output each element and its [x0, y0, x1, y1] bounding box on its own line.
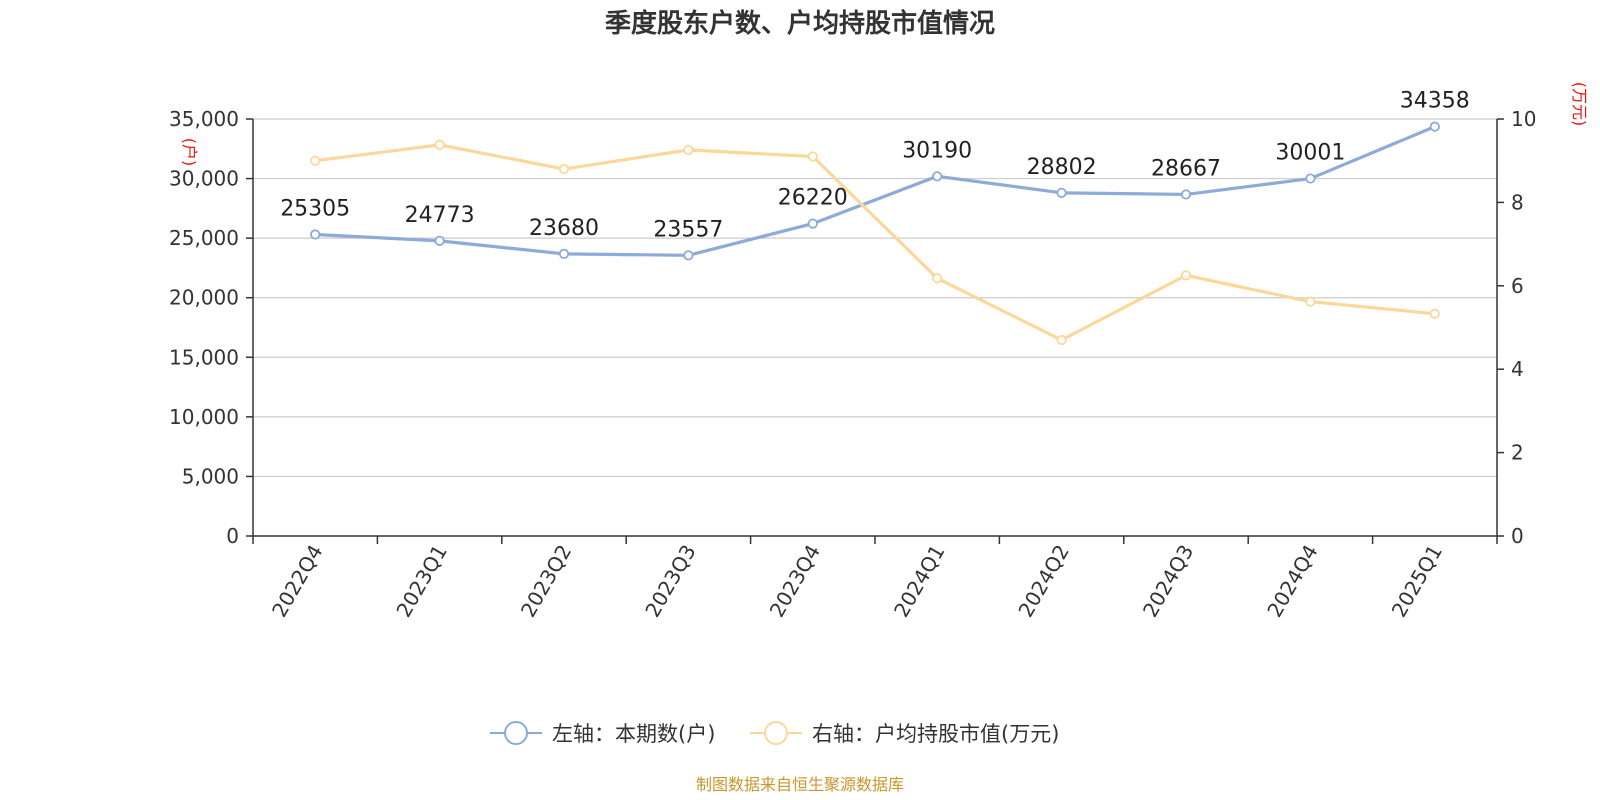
y-right-tick-label: 6 — [1511, 274, 1524, 298]
data-label: 23680 — [529, 216, 599, 241]
data-label: 26220 — [778, 186, 848, 211]
series-1-point — [1180, 270, 1192, 281]
legend-marker-0 — [504, 721, 528, 745]
series-1-point — [1305, 296, 1316, 307]
data-label: 28667 — [1151, 156, 1221, 181]
x-tick-label: 2024Q3 — [1138, 541, 1198, 622]
y-left-tick-label: 30,000 — [169, 167, 239, 191]
x-tick-label: 2024Q4 — [1262, 541, 1322, 622]
y-right-tick-label: 0 — [1511, 524, 1524, 548]
series-1-point — [558, 163, 570, 175]
source-note: 制图数据来自恒生聚源数据库 — [696, 775, 904, 794]
legend-label-0: 左轴：本期数(户) — [552, 722, 715, 746]
series-1-point — [434, 139, 445, 150]
x-tick-label: 2024Q2 — [1013, 541, 1073, 622]
series-1-point — [932, 273, 943, 284]
data-label: 30190 — [902, 138, 972, 163]
series-line-0 — [315, 125, 1436, 257]
series-0-point — [683, 250, 694, 261]
axes: 0 5,000 10,000 15,000 20,000 25,000 30,000 35,0… — [169, 82, 1589, 621]
series-1-point — [683, 144, 694, 155]
series-0-point — [1056, 187, 1067, 198]
y-right-unit: (万元) — [1570, 82, 1589, 127]
y-right-tick-label: 8 — [1511, 190, 1524, 214]
data-label: 25305 — [280, 197, 350, 222]
y-left-tick-label: 20,000 — [169, 286, 239, 310]
series-0-point — [558, 248, 570, 259]
y-left-unit: (户) — [180, 138, 199, 167]
y-left-tick-label: 5,000 — [182, 464, 239, 488]
grid — [253, 118, 1497, 478]
legend-label-1: 右轴：户均持股市值(万元) — [812, 722, 1059, 746]
data-label: 30001 — [1275, 141, 1345, 166]
series-0-point — [932, 171, 943, 182]
chart-title: 季度股东户数、户均持股市值情况 — [605, 8, 995, 39]
series-0-point — [807, 218, 818, 229]
y-left-tick-label: 10,000 — [169, 405, 239, 429]
series-1-point — [1056, 334, 1067, 346]
series-0-point — [310, 229, 321, 240]
data-label: 23557 — [653, 217, 723, 242]
series-1-point — [1429, 308, 1440, 319]
x-tick-label: 2023Q2 — [516, 541, 576, 622]
series: 25305 24773 23680 23557 26220 30190 28802 28667… — [280, 89, 1470, 346]
x-tick-label: 2023Q1 — [391, 541, 451, 622]
series-0-point — [1429, 121, 1440, 132]
y-right-tick-label: 2 — [1511, 441, 1524, 465]
x-tick-label: 2023Q4 — [765, 541, 825, 622]
data-label: 24773 — [405, 203, 475, 228]
y-left-tick-label: 25,000 — [169, 226, 239, 250]
series-1-point — [807, 151, 818, 162]
y-left-tick-label: 0 — [226, 524, 239, 548]
series-0-point — [1180, 189, 1192, 200]
x-tick-label: 2025Q1 — [1387, 541, 1447, 622]
y-left-tick-label: 35,000 — [169, 107, 239, 131]
x-tick-label: 2023Q3 — [640, 541, 700, 622]
legend: 左轴：本期数(户) 右轴：户均持股市值(万元) — [490, 721, 1059, 746]
data-label: 28802 — [1027, 155, 1097, 180]
y-left-tick-label: 15,000 — [169, 345, 239, 369]
series-1-point — [310, 155, 321, 166]
y-right-tick-label: 4 — [1511, 357, 1524, 381]
legend-marker-1 — [764, 721, 788, 745]
y-right-tick-label: 10 — [1511, 107, 1536, 131]
series-line-1 — [314, 143, 1435, 342]
data-label: 34358 — [1400, 89, 1470, 114]
series-0-point — [434, 235, 445, 246]
x-tick-label: 2022Q4 — [267, 541, 327, 622]
x-tick-label: 2024Q1 — [889, 540, 949, 621]
series-0-point — [1305, 173, 1316, 184]
